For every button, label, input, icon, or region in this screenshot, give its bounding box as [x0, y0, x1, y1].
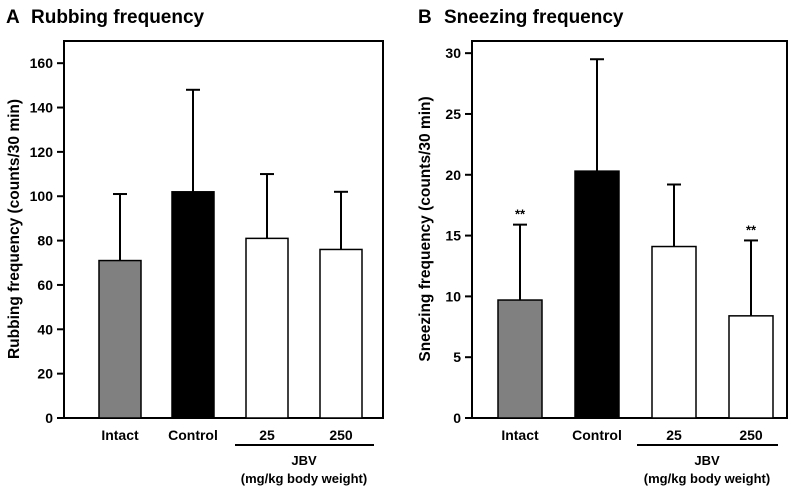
panel-a-category-label-2: 25 [259, 427, 275, 443]
panel-b-bar-25 [651, 245, 697, 419]
panel-a-group-label: JBV [291, 453, 317, 468]
panel-b-group-label: JBV [694, 453, 720, 468]
panel-b-category-label-0: Intact [501, 427, 539, 443]
panel-a-y-tick-label-3: 60 [37, 277, 53, 293]
panel-b-category-label-1: Control [572, 427, 622, 443]
panel-a-group-sublabel: (mg/kg body weight) [241, 471, 367, 486]
chart-panel-a: A Rubbing frequency Rubbing frequency (c… [6, 7, 384, 486]
panel-b-bar-250 [728, 315, 774, 419]
panel-b-y-axis-label: Sneezing frequency (counts/30 min) [417, 96, 434, 361]
panel-a-category-label-0: Intact [101, 427, 139, 443]
panel-a-y-axis-label: Rubbing frequency (counts/30 min) [6, 99, 23, 359]
panel-a-bar-control [171, 191, 215, 419]
panel-b-y-tick-label-6: 30 [445, 45, 461, 61]
panel-a-y-tick-label-8: 160 [30, 55, 54, 71]
panel-b-plot-frame [471, 40, 788, 419]
panel-a-plot-frame [63, 40, 384, 419]
panel-a-y-tick-label-5: 100 [30, 188, 54, 204]
panel-a-x-axis: Intact Control 25 250 [101, 427, 353, 443]
panel-b-group-sublabel: (mg/kg body weight) [644, 471, 770, 486]
panel-b-y-tick-label-1: 5 [453, 349, 461, 365]
panel-b-y-tick-label-0: 0 [453, 410, 461, 426]
panel-b-bars: ** ** [497, 58, 774, 419]
panel-a-title: Rubbing frequency [31, 7, 205, 28]
panel-a-bar-intact [98, 259, 142, 419]
panel-b-category-label-3: 250 [739, 427, 763, 443]
panel-a-bar-250 [319, 248, 363, 419]
panel-a-y-tick-label-7: 140 [30, 100, 54, 116]
panel-a-y-tick-label-1: 20 [37, 366, 53, 382]
panel-b-y-axis: 0 5 10 15 20 25 30 [445, 45, 472, 426]
panel-b-y-tick-label-5: 25 [445, 106, 461, 122]
panel-b-bar-intact [497, 299, 543, 419]
panel-a-bars [98, 88, 363, 419]
panel-a-bar-25 [245, 237, 289, 419]
panel-b-significance-marker-3: ** [746, 222, 757, 237]
panel-a-letter: A [6, 7, 20, 28]
panel-b-y-tick-label-4: 20 [445, 167, 461, 183]
panel-a-y-tick-label-4: 80 [37, 233, 53, 249]
panel-b-bar-control [574, 170, 620, 419]
panel-b-title: Sneezing frequency [444, 7, 624, 28]
panel-b-letter: B [418, 7, 432, 28]
panel-a-y-tick-label-0: 0 [45, 410, 53, 426]
panel-a-y-tick-label-6: 120 [30, 144, 54, 160]
panel-b-y-tick-label-3: 15 [445, 228, 461, 244]
panel-a-y-tick-label-2: 40 [37, 321, 53, 337]
panel-b-x-axis: Intact Control 25 250 [501, 427, 763, 443]
panel-b-significance-marker-0: ** [515, 207, 526, 222]
panel-a-category-label-3: 250 [329, 427, 353, 443]
panel-b-category-label-2: 25 [666, 427, 682, 443]
panel-b-y-tick-label-2: 10 [445, 288, 461, 304]
chart-panel-b: B Sneezing frequency Sneezing frequency … [417, 7, 788, 486]
panel-a-y-axis: 0 20 40 60 80 100 120 140 160 [30, 55, 64, 426]
panel-a-category-label-1: Control [168, 427, 218, 443]
